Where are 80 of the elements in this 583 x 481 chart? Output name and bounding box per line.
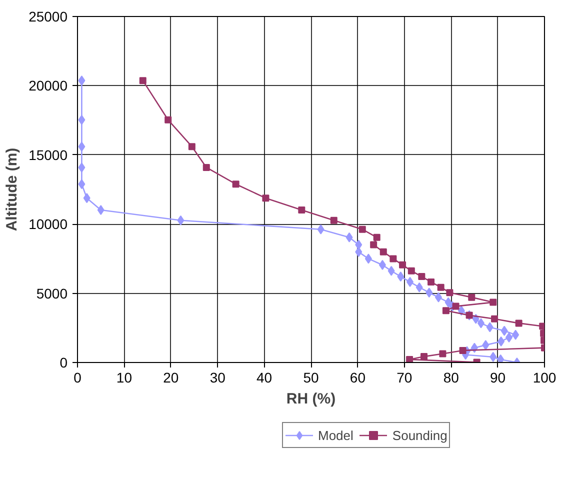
point	[78, 114, 86, 125]
point	[437, 284, 444, 291]
x-tick-label: 20	[163, 370, 179, 386]
point	[177, 215, 184, 226]
point	[202, 164, 210, 171]
point	[459, 346, 466, 354]
point	[370, 241, 378, 248]
point	[500, 326, 508, 336]
point	[364, 254, 372, 264]
point	[416, 282, 423, 292]
point	[468, 294, 476, 301]
point	[380, 248, 387, 256]
point	[426, 288, 433, 298]
point	[506, 332, 513, 342]
point	[78, 162, 86, 172]
point	[490, 352, 497, 362]
point	[262, 194, 270, 202]
point	[482, 340, 490, 350]
x-tick-label: 50	[303, 370, 319, 386]
point	[408, 267, 415, 274]
point	[442, 307, 450, 314]
point	[446, 289, 454, 296]
x-tick-label: 100	[532, 370, 556, 386]
point	[164, 116, 172, 124]
point	[498, 336, 505, 346]
point	[406, 276, 414, 287]
x-axis-title: RH (%)	[286, 390, 336, 408]
point	[399, 261, 406, 268]
y-tick-label: 0	[60, 354, 68, 370]
point	[346, 232, 353, 242]
point	[355, 246, 362, 257]
point	[373, 234, 380, 241]
point	[497, 354, 504, 362]
x-tick-label: 30	[210, 370, 226, 386]
x-tick-label: 10	[116, 370, 132, 386]
x-tick-label: 70	[396, 370, 412, 386]
x-tick-label: 40	[256, 370, 272, 386]
x-tick-label: 60	[350, 370, 366, 386]
point	[358, 226, 366, 233]
legend-label: Model	[318, 428, 354, 442]
point	[491, 315, 498, 322]
point	[232, 180, 240, 188]
point	[83, 193, 90, 204]
point	[418, 273, 426, 280]
point	[78, 76, 86, 86]
x-tick-label: 90	[490, 370, 506, 386]
point	[78, 142, 86, 152]
point	[317, 224, 324, 234]
x-tick-label: 0	[74, 370, 82, 386]
point	[388, 266, 395, 276]
point	[139, 77, 146, 84]
y-axis-title: Altitude (m)	[4, 148, 21, 232]
y-tick-label: 10000	[28, 216, 68, 232]
y-tick-label: 15000	[28, 146, 68, 163]
point	[390, 255, 397, 262]
point	[512, 330, 520, 340]
y-tick-label: 25000	[28, 8, 68, 24]
point	[97, 204, 104, 215]
y-tick-label: 20000	[28, 78, 68, 94]
point	[397, 272, 404, 282]
point	[298, 206, 306, 214]
point	[188, 143, 196, 150]
y-tick-label: 5000	[36, 285, 68, 302]
point	[428, 278, 435, 286]
point	[330, 216, 338, 224]
point	[378, 260, 386, 270]
point	[486, 322, 494, 332]
x-tick-label: 80	[443, 370, 460, 386]
point	[490, 298, 497, 306]
point	[452, 302, 460, 310]
point	[434, 292, 442, 302]
point	[355, 240, 362, 250]
point	[420, 353, 428, 360]
point	[78, 179, 86, 190]
point	[439, 350, 446, 358]
point	[515, 320, 522, 327]
point	[477, 318, 484, 328]
legend-label: Sounding	[392, 428, 448, 442]
point	[406, 356, 414, 362]
point	[444, 297, 452, 308]
